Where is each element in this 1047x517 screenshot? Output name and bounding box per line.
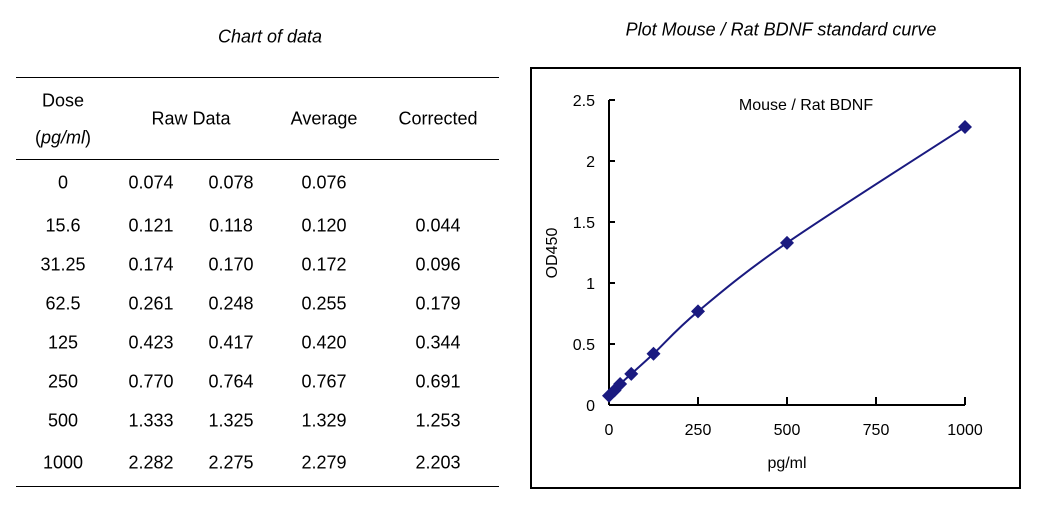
cell-raw1: 0.174 xyxy=(128,254,174,275)
cell-corrected: 1.253 xyxy=(415,410,461,431)
cell-dose: 62.5 xyxy=(45,293,81,314)
y-tick-label: 0 xyxy=(586,398,595,415)
cell-dose: 0 xyxy=(57,172,69,193)
cell-raw1: 0.770 xyxy=(128,371,174,392)
header-average: Average xyxy=(290,108,358,129)
data-point xyxy=(624,366,639,381)
x-tick-label: 1000 xyxy=(947,422,983,439)
cell-dose: 15.6 xyxy=(45,215,81,236)
y-tick-label: 0.5 xyxy=(573,337,595,354)
dose-unit: pg/ml xyxy=(40,127,86,148)
data-point xyxy=(691,304,705,319)
data-point xyxy=(613,377,628,392)
cell-raw1: 0.074 xyxy=(128,172,174,193)
table-top-rule xyxy=(16,77,499,78)
cell-corrected: 0.691 xyxy=(415,371,461,392)
cell-corrected: 0.044 xyxy=(415,215,461,236)
x-axis-label: pg/ml xyxy=(767,455,806,472)
cell-dose: 1000 xyxy=(42,452,84,473)
cell-raw1: 0.261 xyxy=(128,293,174,314)
y-tick-label: 2.5 xyxy=(573,93,595,110)
cell-average: 1.329 xyxy=(301,410,347,431)
cell-corrected: 0.179 xyxy=(415,293,461,314)
header-dose: Dose xyxy=(41,90,85,111)
cell-dose: 125 xyxy=(47,332,79,353)
cell-raw2: 0.248 xyxy=(208,293,254,314)
cell-average: 0.172 xyxy=(301,254,347,275)
y-tick-label: 1 xyxy=(586,276,595,293)
cell-raw1: 1.333 xyxy=(128,410,174,431)
cell-raw2: 0.118 xyxy=(209,215,253,236)
y-axis-label: OD450 xyxy=(544,228,561,279)
table-header-rule xyxy=(16,159,499,160)
x-tick-label: 750 xyxy=(863,422,890,439)
cell-corrected: 0.096 xyxy=(415,254,461,275)
cell-dose: 500 xyxy=(47,410,79,431)
cell-average: 0.767 xyxy=(301,371,347,392)
cell-dose: 250 xyxy=(47,371,79,392)
cell-average: 0.255 xyxy=(301,293,347,314)
cell-raw1: 0.423 xyxy=(128,332,174,353)
cell-corrected: 0.344 xyxy=(415,332,461,353)
x-tick-label: 0 xyxy=(605,422,614,439)
cell-raw1: 2.282 xyxy=(128,452,174,473)
data-point xyxy=(958,119,972,134)
cell-raw2: 0.417 xyxy=(208,332,254,353)
cell-average: 0.420 xyxy=(301,332,347,353)
chart-page-title: Plot Mouse / Rat BDNF standard curve xyxy=(625,19,937,40)
chart-title: Mouse / Rat BDNF xyxy=(739,97,873,114)
y-tick-label: 1.5 xyxy=(573,215,595,232)
table-title: Chart of data xyxy=(217,26,323,47)
cell-raw2: 0.170 xyxy=(208,254,254,275)
cell-average: 0.076 xyxy=(301,172,347,193)
header-dose-unit: (pg/ml) xyxy=(34,127,92,148)
cell-dose: 31.25 xyxy=(40,254,86,275)
table-bottom-rule xyxy=(16,486,499,487)
header-raw-data: Raw Data xyxy=(151,108,231,129)
chart-frame xyxy=(530,67,1021,489)
header-corrected: Corrected xyxy=(398,108,478,129)
cell-raw2: 0.764 xyxy=(208,371,254,392)
cell-raw1: 0.121 xyxy=(128,215,174,236)
x-tick-label: 500 xyxy=(774,422,801,439)
data-point xyxy=(646,346,661,361)
y-tick-label: 2 xyxy=(586,154,595,171)
cell-raw2: 0.078 xyxy=(208,172,254,193)
x-tick-label: 250 xyxy=(685,422,712,439)
data-point xyxy=(780,235,794,250)
cell-raw2: 1.325 xyxy=(208,410,254,431)
cell-corrected: 2.203 xyxy=(415,452,461,473)
cell-average: 2.279 xyxy=(301,452,347,473)
cell-average: 0.120 xyxy=(301,215,347,236)
cell-raw2: 2.275 xyxy=(208,452,254,473)
fit-curve xyxy=(608,126,966,397)
